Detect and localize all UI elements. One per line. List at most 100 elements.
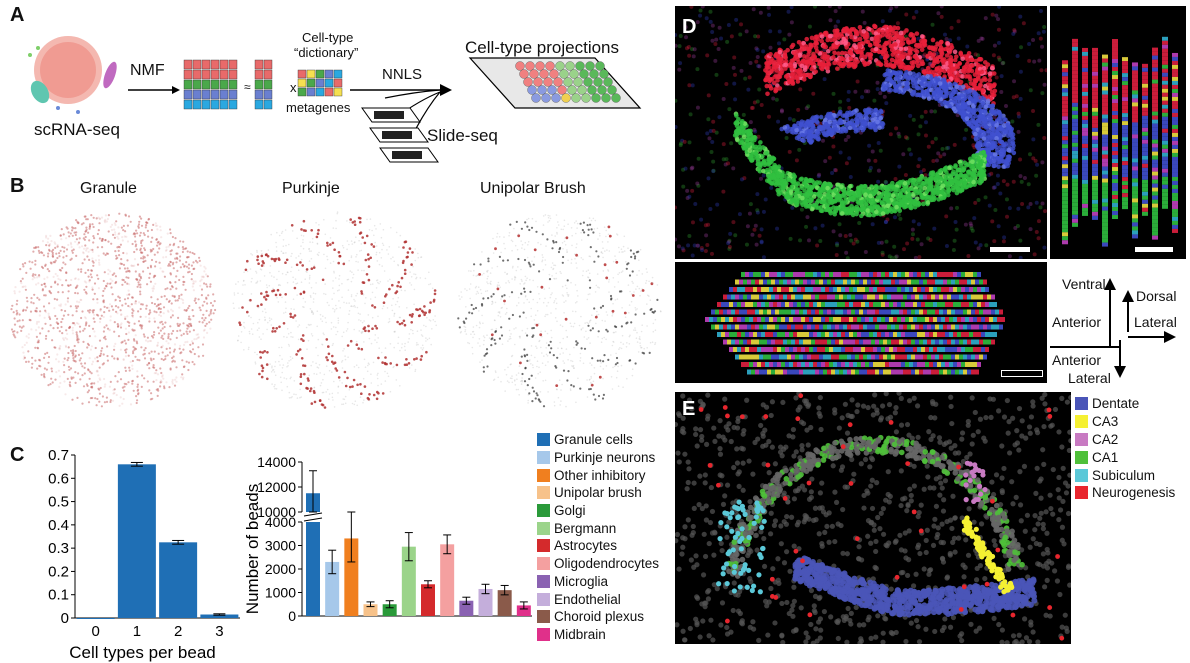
y-tick-label: 0	[288, 608, 296, 624]
region-legend-label: Subiculum	[1092, 467, 1156, 483]
x-tick-label: 1	[133, 623, 141, 640]
y-tick-label: 0.5	[48, 494, 69, 511]
nnls-label: NNLS	[382, 66, 423, 83]
x-tick-label: 2	[174, 623, 182, 640]
axis-break	[303, 517, 323, 522]
legend-swatch	[537, 486, 550, 500]
region-legend-label: Dentate	[1092, 396, 1140, 412]
times-sign: x	[290, 80, 297, 95]
region-legend: Dentate CA3 CA2 CA1 Subiculum Neurogenesis	[1075, 395, 1175, 502]
region-legend-swatch	[1075, 432, 1088, 446]
legend-label: Oligodendrocytes	[554, 556, 660, 572]
cell-type-legend: Granule cells Purkinje neurons Other inhib…	[537, 431, 659, 643]
y-tick-label: 14000	[257, 454, 296, 470]
dictionary-label-1: Cell-type	[302, 30, 354, 45]
bar	[200, 614, 239, 618]
region-legend-label: CA1	[1092, 449, 1119, 465]
legend-item: Bergmann	[537, 519, 659, 537]
legend-item: Endothelial	[537, 590, 659, 608]
y-tick-label: 0.7	[48, 447, 69, 464]
purkinje-title: Purkinje	[282, 180, 340, 197]
hippocampus-3d-view	[675, 6, 1047, 259]
region-legend-swatch	[1075, 486, 1088, 500]
x-tick-label: 0	[91, 623, 99, 640]
region-legend-swatch	[1075, 397, 1088, 411]
panel-label-a: A	[10, 4, 25, 26]
legend-label: Other inhibitory	[554, 467, 646, 483]
bar	[516, 605, 531, 616]
scale-bar	[1001, 370, 1043, 377]
granule-map	[10, 212, 217, 408]
x-axis-label: Cell types per bead	[69, 643, 215, 662]
legend-swatch	[537, 451, 550, 465]
legend-label: Endothelial	[554, 591, 621, 607]
legend-label: Unipolar brush	[554, 485, 642, 501]
y-tick-label: 2000	[265, 561, 296, 577]
y-tick-label: 0.2	[48, 563, 69, 580]
panel-label-d: D	[682, 16, 697, 38]
region-legend-item: Subiculum	[1075, 466, 1175, 484]
nmf-label: NMF	[130, 62, 165, 79]
bar	[478, 588, 493, 616]
y-tick-label: 0.1	[48, 587, 69, 604]
orient-lateral: Lateral	[1134, 314, 1177, 330]
factor-matrix	[254, 59, 273, 110]
unipolar-brush-map	[457, 214, 662, 408]
orient-lateral-2: Lateral	[1068, 370, 1111, 386]
hippocampus-cell-type-map	[675, 392, 1071, 644]
bar	[344, 538, 359, 616]
legend-swatch	[537, 433, 550, 447]
granule-title: Granule	[80, 180, 137, 197]
panel-label-b: B	[10, 175, 25, 197]
y-tick-label: 10000	[257, 504, 296, 520]
tsne-plot	[28, 36, 117, 114]
legend-label: Choroid plexus	[554, 609, 645, 625]
legend-swatch	[537, 557, 550, 571]
y-axis-label: Number of beads	[243, 484, 262, 614]
legend-item: Midbrain	[537, 626, 659, 644]
unipolar-title: Unipolar Brush	[480, 180, 586, 197]
bar	[76, 618, 115, 619]
legend-swatch	[537, 592, 550, 606]
y-tick-label: 0.3	[48, 540, 69, 557]
projection-slide	[468, 57, 642, 109]
slide-seq-slides	[361, 107, 439, 163]
region-legend-label: CA3	[1092, 414, 1119, 430]
legend-swatch	[537, 627, 550, 641]
legend-swatch	[537, 504, 550, 518]
dictionary-label-2: “dictionary”	[294, 45, 359, 60]
y-tick-label: 4000	[265, 514, 296, 530]
legend-swatch	[537, 610, 550, 624]
legend-item: Choroid plexus	[537, 608, 659, 626]
legend-item: Unipolar brush	[537, 484, 659, 502]
legend-swatch	[537, 539, 550, 553]
region-legend-label: CA2	[1092, 431, 1119, 447]
legend-label: Midbrain	[554, 626, 606, 642]
legend-label: Purkinje neurons	[554, 450, 656, 466]
legend-label: Bergmann	[554, 520, 617, 536]
region-legend-swatch	[1075, 450, 1088, 464]
bar	[497, 590, 512, 616]
y-tick-label: 0.4	[48, 517, 69, 534]
region-legend-item: Dentate	[1075, 395, 1175, 413]
purkinje-map	[232, 211, 437, 409]
legend-swatch	[537, 574, 550, 588]
legend-swatch	[537, 521, 550, 535]
bar	[382, 604, 397, 616]
bar	[440, 544, 455, 616]
y-tick-label: 12000	[257, 479, 296, 495]
legend-label: Astrocytes	[554, 538, 618, 554]
metagenes-label: metagenes	[286, 100, 351, 115]
slideseq-label: Slide-seq	[427, 126, 498, 145]
bar	[401, 546, 416, 616]
orient-anterior-2: Anterior	[1052, 352, 1102, 368]
region-legend-item: CA1	[1075, 448, 1175, 466]
hippocampus-side-view	[1050, 6, 1186, 259]
gene-matrix	[183, 59, 238, 110]
dictionary-matrix	[297, 69, 343, 97]
x-tick-label: 3	[215, 623, 223, 640]
legend-item: Granule cells	[537, 431, 659, 449]
region-legend-swatch	[1075, 415, 1088, 429]
bar	[306, 522, 320, 616]
